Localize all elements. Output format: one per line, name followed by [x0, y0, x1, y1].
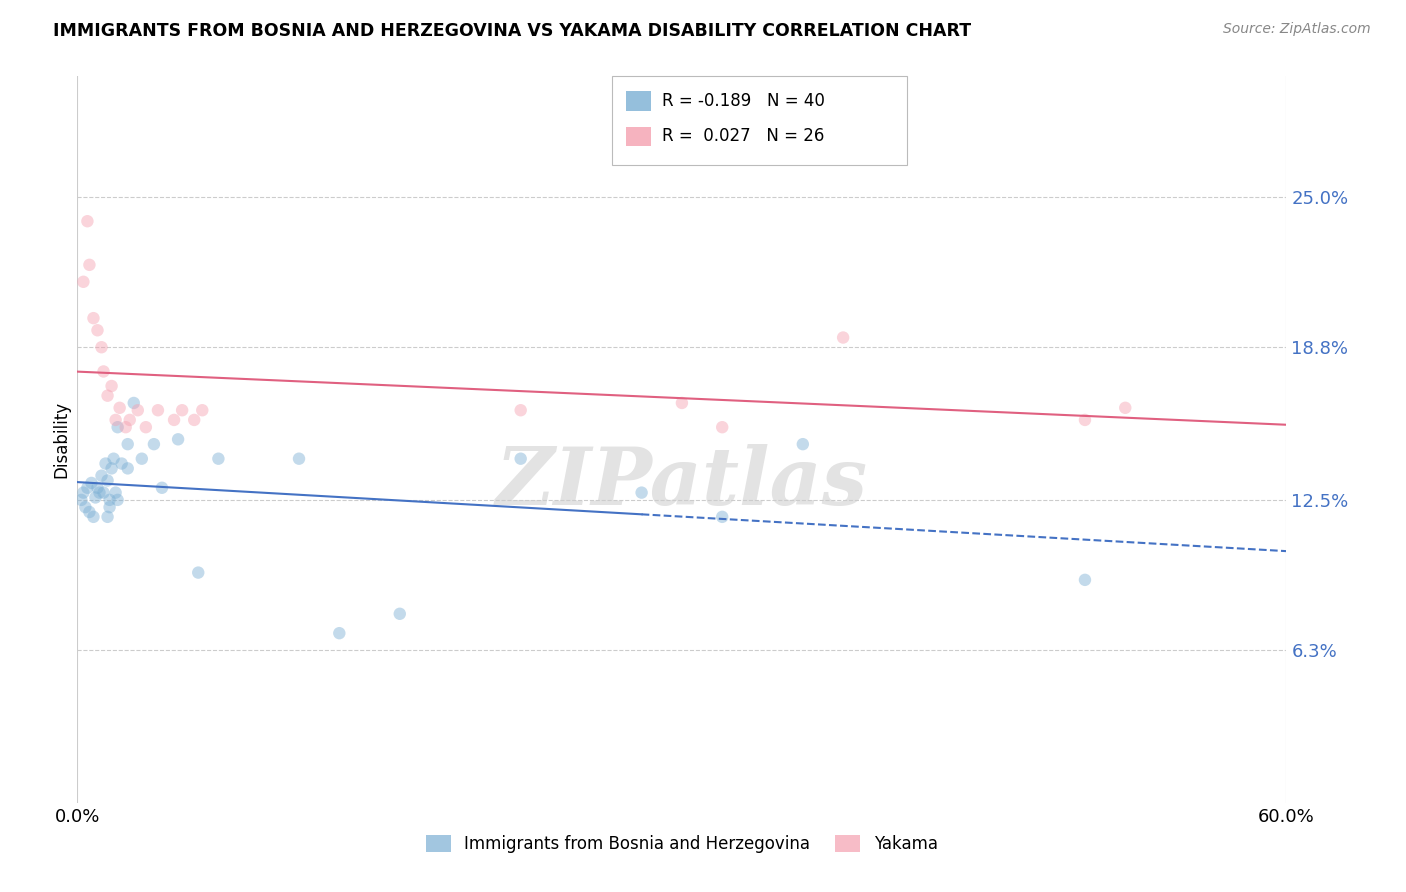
Point	[150, 481, 173, 495]
Point	[122, 396, 145, 410]
Point	[118, 413, 141, 427]
Text: Source: ZipAtlas.com: Source: ZipAtlas.com	[1223, 22, 1371, 37]
Point	[104, 413, 127, 427]
Point	[711, 509, 734, 524]
Point	[96, 474, 118, 488]
Point	[711, 420, 734, 434]
Point	[131, 451, 153, 466]
Point	[93, 364, 115, 378]
Point	[1074, 413, 1097, 427]
Point	[671, 396, 693, 410]
Point	[76, 481, 98, 495]
Point	[1074, 573, 1097, 587]
Point	[107, 420, 129, 434]
Point	[146, 403, 169, 417]
Point	[72, 275, 94, 289]
Point	[90, 468, 112, 483]
Point	[82, 311, 104, 326]
Point	[117, 437, 139, 451]
Point	[191, 403, 214, 417]
Point	[103, 451, 125, 466]
Point	[172, 403, 194, 417]
Point	[509, 451, 531, 466]
Point	[135, 420, 157, 434]
Text: IMMIGRANTS FROM BOSNIA AND HERZEGOVINA VS YAKAMA DISABILITY CORRELATION CHART: IMMIGRANTS FROM BOSNIA AND HERZEGOVINA V…	[53, 22, 972, 40]
Point	[207, 451, 229, 466]
Point	[117, 461, 139, 475]
Point	[94, 457, 117, 471]
Point	[104, 485, 127, 500]
Point	[1114, 401, 1136, 415]
Point	[388, 607, 411, 621]
Point	[108, 401, 131, 415]
Point	[142, 437, 165, 451]
Point	[98, 492, 121, 507]
Point	[509, 403, 531, 417]
Point	[792, 437, 814, 451]
Text: ZIPatlas: ZIPatlas	[496, 444, 868, 522]
Point	[167, 432, 190, 446]
Point	[163, 413, 186, 427]
Point	[96, 389, 118, 403]
Point	[89, 485, 111, 500]
Point	[288, 451, 311, 466]
Point	[187, 566, 209, 580]
Point	[107, 492, 129, 507]
Point	[98, 500, 121, 515]
Point	[96, 509, 118, 524]
Point	[70, 492, 93, 507]
Point	[183, 413, 205, 427]
Point	[100, 379, 122, 393]
Y-axis label: Disability: Disability	[52, 401, 70, 478]
Point	[111, 457, 134, 471]
Point	[328, 626, 350, 640]
Point	[127, 403, 149, 417]
Legend: Immigrants from Bosnia and Herzegovina, Yakama: Immigrants from Bosnia and Herzegovina, …	[419, 829, 945, 860]
Point	[82, 509, 104, 524]
Point	[832, 330, 855, 344]
Point	[100, 461, 122, 475]
Point	[86, 481, 108, 495]
Point	[76, 214, 98, 228]
Point	[79, 258, 101, 272]
Point	[79, 505, 101, 519]
Point	[72, 485, 94, 500]
Point	[86, 323, 108, 337]
Point	[93, 485, 115, 500]
Point	[114, 420, 136, 434]
Point	[90, 340, 112, 354]
Point	[80, 475, 103, 490]
Point	[75, 500, 97, 515]
Text: R =  0.027   N = 26: R = 0.027 N = 26	[662, 128, 824, 145]
Point	[630, 485, 652, 500]
Text: R = -0.189   N = 40: R = -0.189 N = 40	[662, 92, 825, 110]
Point	[84, 491, 107, 505]
